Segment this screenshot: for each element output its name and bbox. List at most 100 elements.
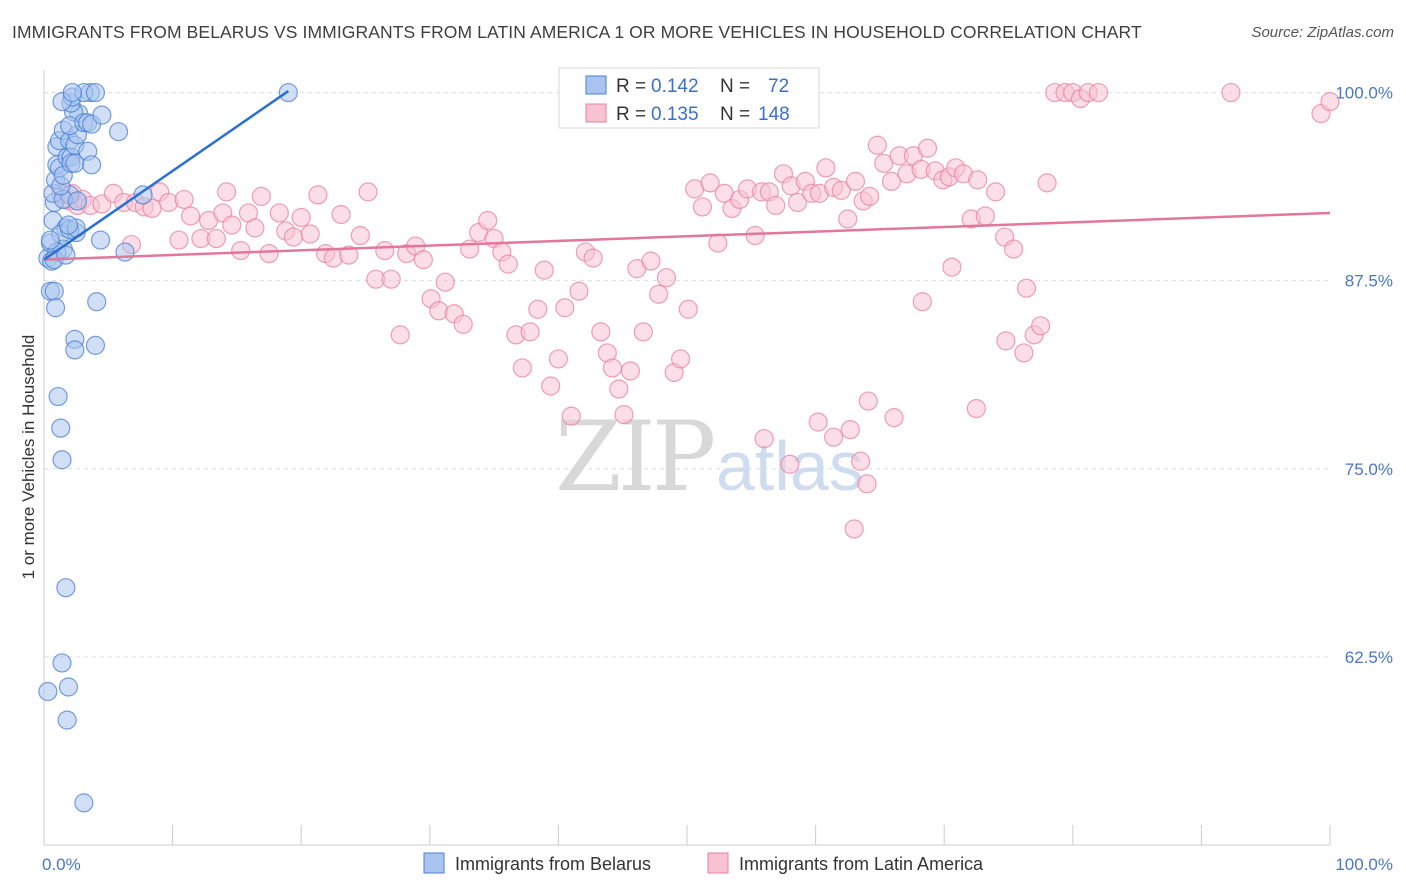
latin-america-point-65 [541,376,561,396]
legend-swatch-belarus [585,75,607,95]
latin-america-point-142 [857,474,877,494]
latin-america-point-64 [534,260,554,280]
belarus-point-63 [62,82,82,103]
latin-america-point-48 [413,250,433,270]
belarus-point-59 [108,122,129,142]
latin-america-point-149 [884,408,904,428]
latin-america-point-151 [942,257,962,277]
latin-america-point-126 [975,206,995,226]
latin-america-point-107 [838,209,858,229]
latin-america-point-72 [591,322,611,342]
latin-america-point-150 [912,292,932,312]
latin-america-point-79 [633,322,653,342]
trend-line-latin-america [43,211,1331,261]
belarus-point-34 [74,793,94,813]
latin-america-point-50 [429,301,449,321]
legend-n-label-belarus: N = [720,76,750,97]
latin-america-point-29 [259,243,279,264]
latin-america-point-80 [641,251,661,271]
legend-n-value-belarus: 72 [768,76,789,97]
latin-america-point-61 [512,358,532,378]
latin-america-point-21 [206,228,226,249]
belarus-point-30 [56,578,76,598]
legend-n-value-latin-america: 148 [758,104,790,125]
latin-america-point-97 [766,195,786,216]
belarus-point-38 [87,292,107,312]
latin-america-point-27 [245,218,265,238]
chart-source: Source: ZipAtlas.com [1251,24,1394,41]
latin-america-point-62 [520,322,540,342]
latin-america-point-15 [159,192,179,213]
belarus-point-25 [40,230,61,250]
gridlines [44,92,1330,658]
latin-america-point-112 [874,153,894,173]
latin-america-point-41 [358,182,378,202]
belarus-point-67 [90,230,111,250]
latin-america-point-82 [656,268,677,288]
belarus-point-62 [85,82,106,103]
latin-america-point-104 [816,158,836,178]
latin-america-point-100 [787,192,808,213]
latin-america-point-18 [181,206,201,226]
belarus-point-66 [81,155,102,175]
latin-america-point-88 [700,173,720,193]
belarus-point-29 [52,450,72,470]
belarus-point-71 [67,191,88,211]
belarus-point-69 [133,185,153,205]
y-axis-title: 1 or more Vehicles in Household [19,335,38,580]
x-axis-ticks [43,825,1331,845]
belarus-point-33 [57,710,77,730]
latin-america-point-140 [844,519,864,539]
latin-america-point-87 [692,197,713,217]
latin-america-point-56 [478,210,498,231]
latin-america-point-66 [548,349,569,369]
latin-america-point-153 [996,331,1016,351]
latin-america-point-37 [323,248,343,268]
latin-america-point-32 [283,227,304,247]
y-tick-label-3: 100.0% [1335,84,1393,103]
latin-america-point-127 [986,182,1006,202]
latin-america-point-28 [251,186,271,207]
series-legend-swatch-latin-america [707,852,729,874]
latin-america-point-17 [174,189,194,210]
latin-america-point-33 [291,207,311,228]
latin-america-point-106 [831,180,851,200]
y-tick-label-0: 62.5% [1345,648,1393,667]
latin-america-point-144 [780,454,800,474]
latin-america-point-71 [583,248,603,268]
stats-legend: R = 0.142 N = 72 R = 0.135 N = 148 [558,67,820,129]
latin-america-point-69 [569,281,589,301]
belarus-point-32 [58,677,79,697]
series-belarus-points [38,82,298,813]
latin-america-point-45 [390,325,410,345]
belarus-point-37 [85,335,106,355]
latin-america-point-43 [375,240,395,261]
y-tick-label-2: 87.5% [1345,272,1393,291]
latin-america-point-143 [754,429,774,449]
latin-america-point-94 [745,225,765,246]
series-latin-america-points [51,82,1340,539]
belarus-point-28 [51,418,71,438]
belarus-point-70 [58,215,79,235]
latin-america-point-51 [435,272,455,292]
latin-america-point-68 [561,406,581,426]
x-tick-labels: 0.0% 100.0% [42,855,1393,874]
chart-title: IMMIGRANTS FROM BELARUS VS IMMIGRANTS FR… [12,22,1142,42]
latin-america-point-16 [169,230,189,250]
belarus-point-27 [48,386,68,407]
latin-america-point-146 [824,427,844,447]
belarus-point-58 [92,105,112,125]
latin-america-point-53 [453,314,473,334]
x-tick-label-0: 0.0% [42,855,81,874]
legend-n-label-latin-america: N = [720,104,750,125]
series-legend-label-latin-america: Immigrants from Latin America [739,854,984,874]
latin-america-point-77 [620,361,641,381]
belarus-point-36 [65,340,85,360]
legend-r-label-latin-america: R = [616,104,646,125]
latin-america-point-129 [1004,239,1024,259]
x-tick-label-1: 100.0% [1335,855,1393,874]
latin-america-point-141 [851,451,871,471]
series-legend-label-belarus: Immigrants from Belarus [455,854,651,874]
legend-r-label-belarus: R = [616,76,646,97]
